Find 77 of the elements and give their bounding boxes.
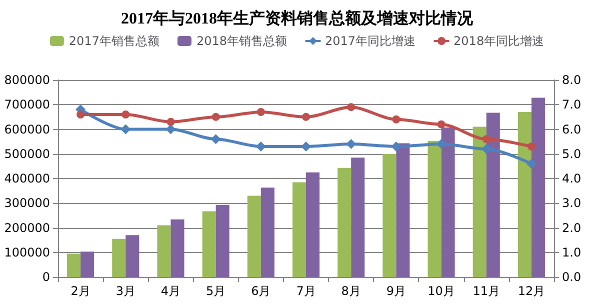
x-tick-label: 11月 xyxy=(472,284,500,298)
legend-label: 2018年同比增速 xyxy=(454,34,544,48)
point xyxy=(120,124,131,134)
bar xyxy=(247,196,261,277)
bar xyxy=(126,235,140,277)
y-tick-label: 200000 xyxy=(4,220,50,235)
y2-tick-label: 0.0 xyxy=(562,270,582,284)
y-tick-label: 600000 xyxy=(4,122,50,136)
point xyxy=(256,141,266,152)
chart-title: 2017年与2018年生产资料销售总额及增速对比情况 xyxy=(121,10,474,28)
x-tick-label: 3月 xyxy=(116,284,136,298)
y-tick-label: 700000 xyxy=(4,98,50,112)
bar xyxy=(216,204,230,277)
y2-tick-label: 3.0 xyxy=(562,196,582,210)
point xyxy=(436,139,446,150)
point xyxy=(210,134,221,144)
bar xyxy=(351,158,365,277)
point xyxy=(346,139,356,150)
bar xyxy=(486,112,500,277)
x-tick-label: 2月 xyxy=(70,284,90,298)
bar xyxy=(428,140,442,277)
bar xyxy=(67,254,81,277)
bar xyxy=(531,98,545,277)
point xyxy=(437,120,446,128)
y2-tick-label: 4.0 xyxy=(562,172,582,186)
point xyxy=(122,110,130,118)
x-tick-label: 5月 xyxy=(206,284,226,298)
bar xyxy=(382,154,396,277)
point xyxy=(347,103,356,112)
x-tick-label: 10月 xyxy=(428,284,455,298)
y-tick-label: 800000 xyxy=(4,73,50,87)
x-tick-label: 8月 xyxy=(341,284,361,298)
y-tick-label: 500000 xyxy=(4,146,50,161)
bar xyxy=(260,188,274,277)
point xyxy=(302,112,310,121)
point xyxy=(166,118,175,126)
point xyxy=(256,108,265,116)
bar xyxy=(157,225,171,277)
point xyxy=(76,110,85,118)
x-tick-label: 6月 xyxy=(251,284,271,298)
bar xyxy=(80,252,94,277)
y2-tick-label: 8.0 xyxy=(562,73,582,87)
point xyxy=(481,144,492,154)
x-tick-label: 9月 xyxy=(386,284,406,298)
point xyxy=(482,135,490,144)
bar xyxy=(306,172,320,277)
y-tick-label: 100000 xyxy=(4,245,50,260)
point xyxy=(526,158,536,169)
point xyxy=(391,141,402,152)
bar xyxy=(518,112,532,277)
bar xyxy=(202,211,216,277)
bar xyxy=(170,219,184,277)
x-tick-label: 4月 xyxy=(160,284,181,298)
x-tick-label: 7月 xyxy=(296,284,316,298)
bar xyxy=(472,126,486,277)
legend-label: 2017年同比增速 xyxy=(325,34,416,48)
point xyxy=(301,141,311,152)
legend-label: 2018年销售总额 xyxy=(196,34,288,48)
bar xyxy=(396,143,410,277)
y2-tick-label: 2.0 xyxy=(562,220,582,235)
point xyxy=(212,112,220,121)
y2-tick-label: 7.0 xyxy=(562,98,582,112)
bar xyxy=(441,128,455,277)
y2-tick-label: 5.0 xyxy=(562,146,582,161)
y-tick-label: 0 xyxy=(42,270,50,284)
x-tick-label: 12月 xyxy=(518,284,546,298)
point xyxy=(392,115,400,124)
y-tick-label: 300000 xyxy=(4,196,50,210)
bar xyxy=(292,182,306,277)
bar xyxy=(112,238,126,277)
y2-tick-label: 1.0 xyxy=(562,245,582,260)
y2-tick-label: 6.0 xyxy=(562,122,582,136)
point xyxy=(527,142,536,150)
point xyxy=(166,124,176,134)
legend-label: 2017年销售总额 xyxy=(68,34,160,48)
bar xyxy=(338,168,352,277)
y-tick-label: 400000 xyxy=(4,172,50,186)
